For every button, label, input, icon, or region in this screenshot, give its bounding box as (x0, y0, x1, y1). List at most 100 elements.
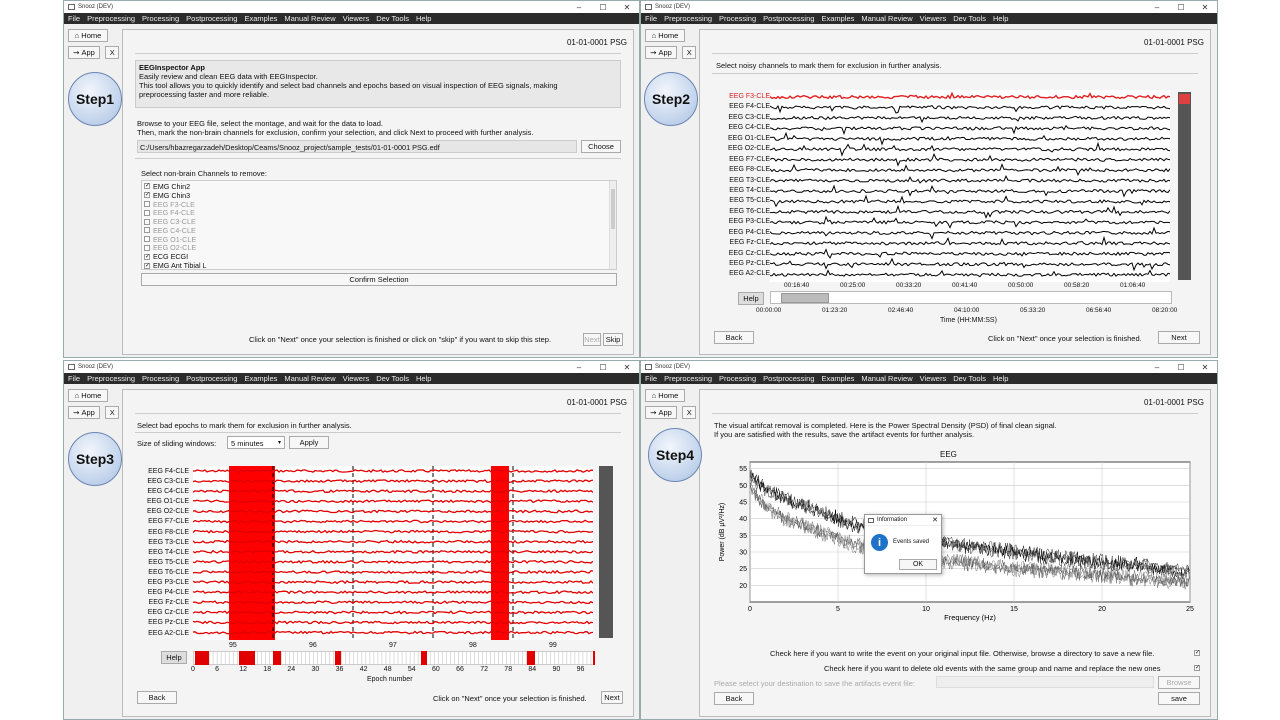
epoch-navigator[interactable] (193, 651, 595, 665)
app-button[interactable]: ⇝ App (68, 406, 100, 419)
confirm-selection-button[interactable]: Confirm Selection (141, 273, 617, 286)
minimize-icon[interactable]: – (1154, 2, 1160, 12)
channel-item[interactable]: ✓ EMG Chin3 (144, 191, 614, 200)
menu-viewers[interactable]: Viewers (919, 374, 947, 383)
next-button[interactable]: Next (1158, 331, 1200, 344)
menu-preprocessing[interactable]: Preprocessing (87, 14, 136, 23)
scrollbar-thumb[interactable] (611, 189, 615, 229)
apply-button[interactable]: Apply (289, 436, 329, 449)
channel-item[interactable]: ✓ EMG Ant Tibial L (144, 261, 614, 270)
menu-file[interactable]: File (68, 374, 81, 383)
close-icon[interactable]: ✕ (623, 362, 631, 372)
menu-postprocessing[interactable]: Postprocessing (186, 374, 238, 383)
app-button[interactable]: ⇝ App (645, 46, 677, 59)
channel-label[interactable]: EEG T6-CLE (729, 207, 770, 215)
app-close-button[interactable]: X (682, 46, 697, 59)
channel-label[interactable]: EEG T4-CLE (729, 186, 770, 194)
menu-postprocessing[interactable]: Postprocessing (763, 14, 815, 23)
menu-examples[interactable]: Examples (244, 14, 278, 23)
maximize-icon[interactable]: ☐ (599, 2, 607, 12)
menu-processing[interactable]: Processing (719, 374, 757, 383)
minimize-icon[interactable]: – (1154, 362, 1160, 372)
app-button[interactable]: ⇝ App (645, 406, 677, 419)
menu-help[interactable]: Help (993, 374, 1009, 383)
channel-label[interactable]: EEG Pz-CLE (729, 260, 770, 267)
menu-processing[interactable]: Processing (719, 14, 757, 23)
home-button[interactable]: ⌂ Home (68, 389, 108, 402)
destination-field[interactable] (936, 676, 1154, 688)
menu-dev-tools[interactable]: Dev Tools (953, 14, 986, 23)
channel-label[interactable]: EEG F8-CLE (729, 166, 770, 174)
checkbox[interactable] (144, 200, 150, 207)
help-button[interactable]: Help (738, 292, 764, 305)
checkbox[interactable] (144, 236, 150, 243)
channel-label[interactable]: EEG O1-CLE (727, 134, 770, 142)
menu-viewers[interactable]: Viewers (919, 14, 947, 23)
checkbox[interactable]: ✓ (144, 262, 151, 269)
menu-file[interactable]: File (68, 14, 81, 23)
channel-label[interactable]: EEG T3-CLE (729, 176, 770, 184)
home-button[interactable]: ⌂ Home (645, 389, 685, 402)
menu-examples[interactable]: Examples (821, 14, 855, 23)
channel-label[interactable]: EEG F4-CLE (729, 103, 770, 111)
ok-button[interactable]: OK (899, 559, 937, 570)
menu-preprocessing[interactable]: Preprocessing (664, 374, 713, 383)
channel-item[interactable]: EEG O1-CLE (144, 235, 614, 244)
checkbox-mark[interactable]: ✓ (1194, 665, 1201, 672)
channel-label[interactable]: EEG T5-CLE (729, 197, 770, 205)
channel-item[interactable]: EEG F3-CLE (144, 200, 614, 209)
minimize-icon[interactable]: – (576, 2, 582, 12)
menu-postprocessing[interactable]: Postprocessing (186, 14, 238, 23)
menu-examples[interactable]: Examples (244, 374, 278, 383)
checkbox[interactable]: ✓ (144, 192, 151, 199)
checkbox[interactable] (144, 218, 150, 225)
checkbox[interactable] (144, 209, 150, 216)
checkbox[interactable] (144, 244, 150, 251)
channel-label[interactable]: EEG P3-CLE (728, 218, 770, 226)
window-size-select[interactable]: 5 minutes ▾ (227, 436, 285, 449)
app-close-button[interactable]: X (105, 406, 120, 419)
checkbox[interactable]: ✓ (144, 183, 151, 190)
close-icon[interactable]: ✕ (1201, 2, 1209, 12)
channel-label[interactable]: EEG Fz-CLE (729, 239, 770, 247)
signal-plot[interactable] (770, 90, 1170, 282)
menu-help[interactable]: Help (416, 14, 432, 23)
channel-scrollbar[interactable] (599, 466, 613, 638)
channel-label[interactable]: EEG A2-CLE (729, 270, 770, 278)
channel-list[interactable]: ✓ EMG Chin2 ✓ EMG Chin3 EEG F3-CLE EEG F4-… (141, 180, 617, 270)
menu-postprocessing[interactable]: Postprocessing (763, 374, 815, 383)
home-button[interactable]: ⌂ Home (645, 29, 685, 42)
menu-dev-tools[interactable]: Dev Tools (376, 14, 409, 23)
channel-label[interactable]: EEG F7-CLE (729, 155, 770, 163)
back-button[interactable]: Back (137, 691, 177, 704)
menu-help[interactable]: Help (993, 14, 1009, 23)
time-navigator[interactable] (770, 291, 1172, 304)
channel-label[interactable]: EEG C4-CLE (728, 124, 770, 132)
menu-file[interactable]: File (645, 374, 658, 383)
channel-item[interactable]: EEG C3-CLE (144, 217, 614, 226)
navigator-window[interactable] (781, 293, 829, 303)
checkbox[interactable]: ✓ (144, 253, 151, 260)
channel-label[interactable]: EEG O2-CLE (727, 145, 770, 153)
checkbox-mark[interactable]: ✓ (1194, 650, 1201, 657)
close-icon[interactable]: ✕ (1201, 362, 1209, 372)
next-button[interactable]: Next (583, 333, 601, 346)
selected-channel-marker[interactable] (1179, 94, 1190, 104)
channel-label[interactable]: EEG P4-CLE (728, 228, 770, 236)
channel-label[interactable]: EEG Cz-CLE (728, 249, 770, 257)
maximize-icon[interactable]: ☐ (1177, 362, 1185, 372)
list-scrollbar[interactable] (609, 181, 616, 269)
menu-manual-review[interactable]: Manual Review (284, 374, 336, 383)
menu-processing[interactable]: Processing (142, 374, 180, 383)
menu-manual-review[interactable]: Manual Review (861, 374, 913, 383)
channel-item[interactable]: EEG O2-CLE (144, 243, 614, 252)
help-button[interactable]: Help (161, 651, 187, 664)
channel-item[interactable]: ✓ ECG ECGI (144, 252, 614, 261)
app-button[interactable]: ⇝ App (68, 46, 100, 59)
menu-manual-review[interactable]: Manual Review (284, 14, 336, 23)
app-close-button[interactable]: X (682, 406, 697, 419)
checkbox[interactable] (144, 227, 150, 234)
close-icon[interactable]: ✕ (623, 2, 631, 12)
choose-button[interactable]: Choose (581, 140, 621, 153)
channel-item[interactable]: ✓ EMG Chin2 (144, 182, 614, 191)
